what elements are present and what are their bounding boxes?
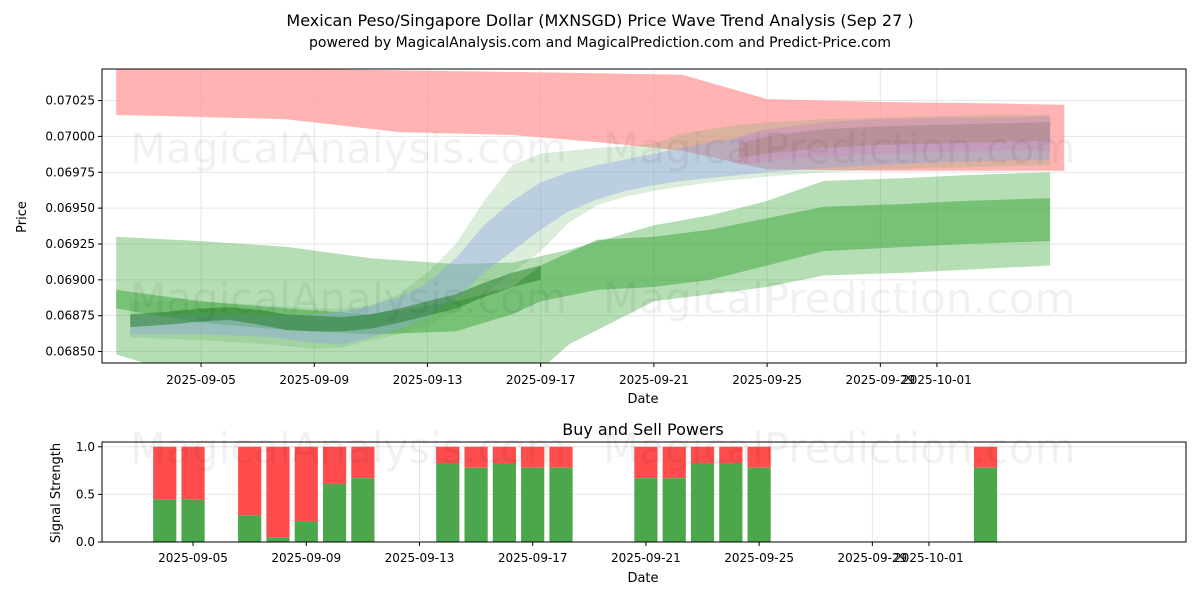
- top-x-tick-label: 2025-09-25: [732, 373, 802, 387]
- sell-power-bar: [634, 446, 658, 479]
- top-y-tick-label: 0.06900: [45, 273, 95, 287]
- top-y-tick-label: 0.06950: [45, 201, 95, 215]
- buy-power-bar: [238, 515, 262, 542]
- buy-power-bar: [973, 467, 998, 542]
- sell-power-bar: [973, 446, 998, 468]
- top-x-tick-label: 2025-09-13: [393, 373, 463, 387]
- top-y-axis: 0.06850 0.06875 0.06900 0.06925 0.06950 0.069…: [45, 94, 102, 359]
- watermark-magicalanalysis-bottom: MagicalAnalysis.com: [130, 424, 567, 473]
- sell-power-bar: [492, 446, 516, 463]
- price-wave-chart: MagicalAnalysis.com MagicalPrediction.co…: [15, 68, 1187, 407]
- top-y-tick-label: 0.06850: [45, 345, 95, 359]
- top-y-tick-label: 0.07025: [45, 94, 95, 108]
- bottom-x-tick-label: 2025-09-05: [158, 551, 228, 565]
- sell-power-bar: [153, 446, 177, 500]
- buy-sell-chart: Buy and Sell Powers MagicalAnalysis.com …: [49, 420, 1187, 586]
- watermark-magicalprediction-top: MagicalPrediction.com: [603, 124, 1076, 173]
- brown-wave-band-area: [738, 122, 1051, 158]
- top-y-tick-label: 0.06925: [45, 237, 95, 251]
- chart-subtitle: powered by MagicalAnalysis.com and Magic…: [309, 35, 891, 51]
- top-x-tick-label: 2025-09-05: [166, 373, 236, 387]
- sell-power-bar: [549, 446, 573, 468]
- buy-power-bar: [153, 499, 177, 542]
- sell-power-bar: [662, 446, 686, 479]
- bottom-x-tick-label: 2025-09-29: [837, 551, 907, 565]
- top-x-tick-label: 2025-09-09: [279, 373, 349, 387]
- buy-power-bar: [294, 521, 318, 542]
- buy-power-bar: [549, 467, 573, 542]
- top-y-tick-label: 0.07000: [45, 129, 95, 143]
- bottom-x-tick-label: 2025-09-25: [724, 551, 794, 565]
- bottom-x-axis: 2025-09-05 2025-09-09 2025-09-13 2025-09-17…: [158, 542, 964, 565]
- bottom-chart-title: Buy and Sell Powers: [562, 420, 724, 439]
- bottom-x-axis-label: Date: [627, 571, 658, 586]
- bottom-y-axis-label: Signal Strength: [49, 443, 64, 543]
- signal-bars: [153, 446, 998, 542]
- top-plot-frame: [101, 68, 1187, 364]
- sell-power-bar: [351, 446, 375, 479]
- top-y-tick-label: 0.06975: [45, 165, 95, 179]
- watermark-magicalprediction-mid: MagicalPrediction.com: [603, 274, 1076, 323]
- watermark-magicalprediction-bottom: MagicalPrediction.com: [603, 424, 1076, 473]
- buy-power-bar: [322, 483, 347, 542]
- buy-power-bar: [634, 478, 658, 542]
- buy-power-bar: [690, 462, 715, 542]
- top-y-tick-label: 0.06875: [45, 309, 95, 323]
- buy-power-bar: [719, 462, 743, 542]
- top-x-tick-label: 2025-09-29: [845, 373, 915, 387]
- buy-power-bar: [662, 478, 686, 542]
- sell-power-bar: [521, 446, 545, 468]
- bottom-plot-frame: [101, 441, 1187, 543]
- sell-power-bar: [322, 446, 347, 484]
- bottom-x-tick-label: 2025-10-01: [894, 551, 964, 565]
- top-x-tick-label: 2025-10-01: [902, 373, 972, 387]
- sell-power-bar: [181, 446, 205, 500]
- price-bands: [116, 69, 1065, 363]
- sell-power-bar: [719, 446, 743, 463]
- top-y-axis-label: Price: [15, 201, 30, 233]
- bottom-y-axis: 0.0 0.5 1.0: [76, 440, 102, 549]
- bottom-y-tick-label: 1.0: [76, 440, 95, 454]
- top-x-tick-label: 2025-09-21: [619, 373, 689, 387]
- sell-power-bar: [266, 446, 290, 538]
- top-x-tick-label: 2025-09-17: [506, 373, 576, 387]
- bottom-x-tick-label: 2025-09-13: [385, 551, 455, 565]
- buy-power-bar: [266, 537, 290, 542]
- watermark-magicalanalysis-top: MagicalAnalysis.com: [130, 124, 567, 173]
- buy-power-bar: [464, 467, 488, 542]
- dark-green-core-band-area: [130, 265, 541, 332]
- watermark-magicalanalysis-mid: MagicalAnalysis.com: [130, 274, 567, 323]
- sell-power-bar: [690, 446, 715, 463]
- sell-power-bar: [436, 446, 460, 463]
- bottom-y-tick-label: 0.0: [76, 535, 95, 549]
- bottom-x-tick-label: 2025-09-21: [611, 551, 681, 565]
- sell-power-bar: [464, 446, 488, 468]
- buy-power-bar: [181, 499, 205, 542]
- chart-title: Mexican Peso/Singapore Dollar (MXNSGD) P…: [286, 11, 913, 30]
- buy-power-bar: [436, 462, 460, 542]
- green-lower-inner-band-area: [116, 198, 1051, 335]
- top-x-axis-label: Date: [627, 392, 658, 407]
- buy-power-bar: [521, 467, 545, 542]
- bottom-x-tick-label: 2025-09-09: [271, 551, 341, 565]
- green-lower-outer-band-area: [116, 172, 1051, 363]
- bottom-x-tick-label: 2025-09-17: [498, 551, 568, 565]
- buy-power-bar: [351, 478, 375, 542]
- sell-power-bar: [238, 446, 262, 516]
- bottom-y-tick-label: 0.5: [76, 487, 95, 501]
- sell-power-bar: [294, 446, 318, 522]
- buy-power-bar: [747, 467, 771, 542]
- buy-power-bar: [492, 462, 516, 542]
- sell-power-bar: [747, 446, 771, 468]
- top-x-axis: 2025-09-05 2025-09-09 2025-09-13 2025-09-17…: [166, 363, 972, 387]
- pink-wave-band-area: [738, 116, 1051, 166]
